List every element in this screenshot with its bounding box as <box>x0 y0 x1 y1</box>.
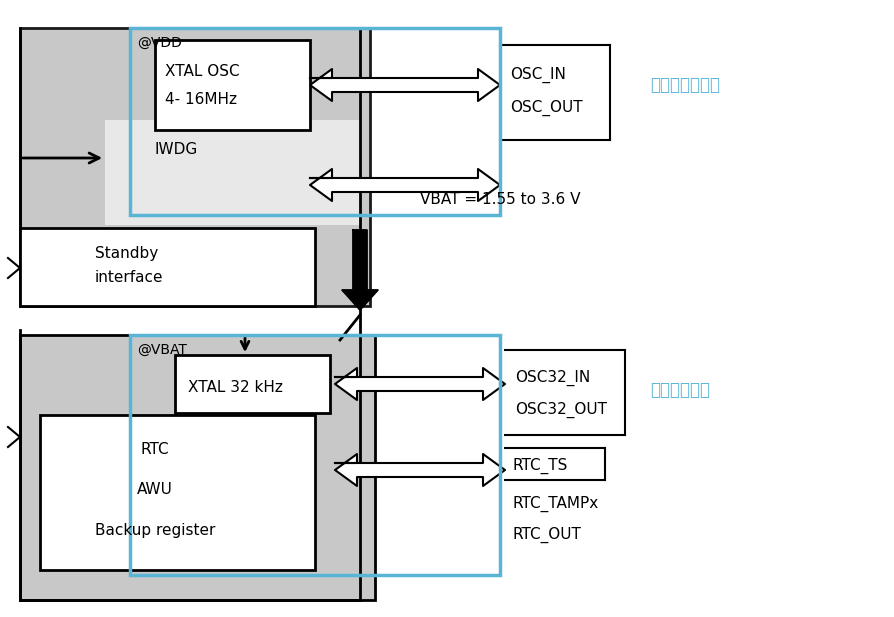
Text: XTAL 32 kHz: XTAL 32 kHz <box>188 379 283 394</box>
Polygon shape <box>334 368 504 400</box>
Bar <box>40 415 315 570</box>
Text: @VDD: @VDD <box>137 36 181 50</box>
Bar <box>130 335 500 575</box>
Text: OSC32_OUT: OSC32_OUT <box>514 402 606 418</box>
Polygon shape <box>334 454 504 486</box>
Text: 4- 16MHz: 4- 16MHz <box>164 93 237 107</box>
Text: OSC_IN: OSC_IN <box>510 67 565 83</box>
Bar <box>20 228 315 306</box>
Bar <box>20 335 375 600</box>
Text: AWU: AWU <box>137 482 173 497</box>
Text: VBAT = 1.55 to 3.6 V: VBAT = 1.55 to 3.6 V <box>419 193 580 207</box>
Text: RTC_TS: RTC_TS <box>512 458 568 474</box>
Polygon shape <box>309 169 500 201</box>
Polygon shape <box>309 69 500 101</box>
Text: RTC_OUT: RTC_OUT <box>512 527 581 543</box>
Text: サブ発振回路: サブ発振回路 <box>649 381 709 399</box>
Text: OSC32_IN: OSC32_IN <box>514 370 589 386</box>
Bar <box>175 355 330 413</box>
Bar <box>155 40 309 130</box>
Text: Backup register: Backup register <box>95 523 215 537</box>
Polygon shape <box>342 230 377 310</box>
Text: メイン発振回路: メイン発振回路 <box>649 76 719 94</box>
Text: @VBAT: @VBAT <box>137 343 187 357</box>
Text: XTAL OSC: XTAL OSC <box>164 65 240 80</box>
Bar <box>130 28 500 215</box>
Bar <box>20 28 369 306</box>
Text: RTC_TAMPx: RTC_TAMPx <box>512 496 599 512</box>
Bar <box>105 120 359 225</box>
Text: IWDG: IWDG <box>155 143 198 157</box>
Text: Standby: Standby <box>95 247 158 262</box>
Text: OSC_OUT: OSC_OUT <box>510 100 582 116</box>
Text: RTC: RTC <box>140 442 169 457</box>
Text: interface: interface <box>95 270 164 286</box>
